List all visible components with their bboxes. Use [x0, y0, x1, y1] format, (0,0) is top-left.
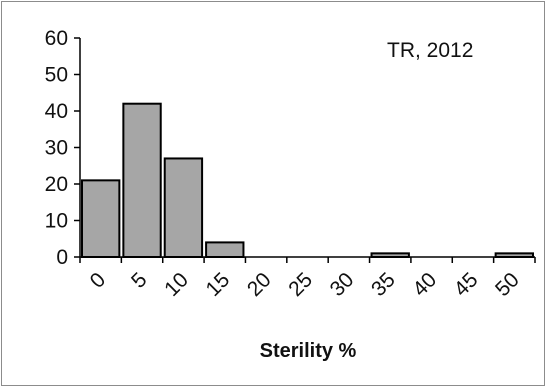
x-tick-label-35: 35: [367, 268, 400, 301]
x-tick-label-50: 50: [491, 268, 524, 301]
y-tick-label: 20: [45, 173, 68, 196]
bar-15: [205, 241, 245, 258]
bars-group: [81, 102, 534, 259]
x-tick-label-20: 20: [243, 268, 276, 301]
bar-10: [163, 157, 204, 258]
x-tick-label-45: 45: [450, 268, 483, 301]
x-tick-label-30: 30: [326, 268, 359, 301]
x-tick-label-0: 0: [86, 268, 111, 293]
y-tick-label: 50: [45, 64, 68, 87]
bar-0: [81, 179, 121, 259]
x-tick-label-10: 10: [160, 268, 193, 301]
chart-annotation: TR, 2012: [387, 39, 473, 62]
bar-5: [122, 102, 162, 258]
x-tick-label-40: 40: [408, 268, 441, 301]
x-tick-label-25: 25: [284, 268, 317, 301]
x-axis-title: Sterility %: [260, 340, 357, 362]
y-tick-label: 10: [45, 210, 68, 233]
y-axis-ticks: 0 10 20 30 40 50 60: [45, 27, 80, 269]
x-tick-label-15: 15: [202, 268, 235, 301]
x-axis-ticks: 0 5 10 15 20 25 30 35 40 45 50: [79, 257, 536, 301]
x-tick-label-5: 5: [127, 268, 152, 293]
y-tick-label: 40: [45, 100, 68, 123]
y-tick-label: 30: [45, 137, 68, 160]
y-tick-label: 60: [45, 27, 68, 50]
y-tick-label: 0: [56, 246, 68, 269]
